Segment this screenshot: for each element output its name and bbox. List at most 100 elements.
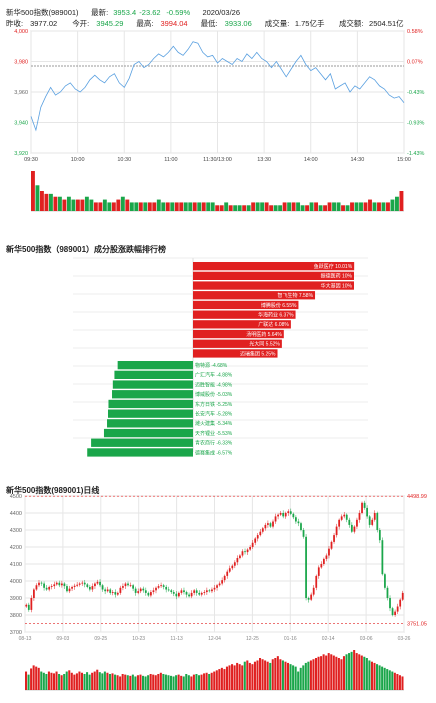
loser-label: 迈胜智能 -4.98%: [195, 381, 233, 388]
daily-volume-bar: [78, 671, 81, 690]
candle-body: [272, 521, 274, 527]
candle-body: [109, 589, 112, 593]
intraday-xtick: 14:00: [304, 157, 318, 163]
header-row-2: 昨收: 3977.02 今开: 3945.29 最高: 3994.04 最低: …: [6, 18, 404, 29]
low-value: 3933.06: [224, 19, 252, 28]
gainer-bar: [193, 329, 284, 339]
daily-volume-bar: [208, 674, 211, 690]
daily-volume-bar: [203, 673, 206, 690]
daily-volume-bar: [396, 674, 399, 690]
high-label: 最高:: [136, 19, 154, 28]
daily-volume-bar: [320, 656, 323, 690]
candle-body: [284, 513, 287, 517]
daily-volume-bar: [401, 676, 404, 690]
daily-ytick: 4100: [10, 562, 22, 568]
candle-body: [241, 551, 244, 556]
intraday-volume-bar: [31, 171, 35, 211]
intraday-volume-bar: [192, 202, 197, 211]
candle-body: [376, 513, 379, 530]
candle-body: [289, 511, 292, 514]
daily-xtick: 09-03: [57, 636, 70, 642]
candle-body: [277, 514, 279, 517]
daily-volume-bar: [386, 669, 389, 690]
daily-volume-bar: [225, 666, 228, 690]
daily-volume-bar: [253, 661, 256, 690]
daily-volume-bar: [30, 668, 33, 690]
candle-body: [200, 592, 203, 595]
intraday-volume-bar: [62, 199, 67, 211]
candle-body: [203, 592, 206, 593]
candle-body: [236, 558, 239, 563]
candle-body: [221, 580, 224, 584]
intraday-volume-bar: [156, 199, 161, 211]
candle-body: [91, 586, 94, 590]
intraday-volume-bar: [143, 202, 148, 211]
daily-volume-bar: [147, 675, 150, 690]
candle-body: [155, 587, 157, 591]
intraday-volume-bar: [228, 205, 233, 211]
intraday-volume-bar: [75, 199, 80, 211]
intraday-volume-bar: [71, 199, 76, 211]
daily-volume-bar: [63, 674, 66, 690]
daily-volume-bar: [238, 664, 241, 690]
daily-volume-bar: [27, 674, 30, 690]
daily-volume-bar: [93, 671, 96, 690]
candle-body: [391, 608, 394, 615]
intraday-volume-bar: [80, 199, 85, 211]
daily-volume-bar: [162, 674, 165, 690]
daily-volume-bar: [233, 665, 236, 690]
candle-body: [86, 584, 89, 587]
daily-low-label: 3751.05: [407, 621, 427, 627]
intraday-volume-bar: [39, 191, 44, 211]
intraday-volume-bar: [278, 205, 283, 211]
daily-volume-bar: [96, 669, 99, 690]
daily-volume-bar: [124, 674, 127, 690]
intraday-volume-bar: [269, 205, 274, 211]
candle-body: [218, 583, 221, 586]
intraday-volume-bar: [183, 202, 188, 211]
daily-volume-bar: [332, 655, 335, 690]
daily-ytick: 4400: [10, 511, 22, 517]
intraday-volume-bar: [161, 202, 166, 211]
candle-body: [325, 555, 328, 559]
daily-ytick: 3900: [10, 596, 22, 602]
daily-volume-bar: [266, 661, 269, 690]
daily-volume-bar: [353, 650, 356, 690]
intraday-volume-bar: [48, 193, 53, 211]
intraday-volume-bar: [120, 196, 125, 211]
candle-body: [302, 530, 305, 537]
intraday-volume-bar: [377, 202, 381, 211]
candle-body: [25, 604, 28, 607]
intraday-xtick: 11:30/13:00: [203, 157, 232, 163]
intraday-volume-bar: [359, 202, 363, 211]
daily-volume-bar: [131, 674, 134, 690]
daily-volume-bar: [243, 661, 246, 690]
loser-bar: [107, 419, 193, 428]
candle-body: [274, 516, 277, 522]
daily-volume-bar: [68, 670, 71, 690]
candle-body: [371, 519, 374, 525]
candle-body: [394, 611, 396, 615]
candle-body: [345, 514, 348, 520]
daily-volume-bar: [60, 675, 63, 690]
daily-volume-bar: [228, 665, 231, 690]
candle-body: [315, 575, 318, 588]
candle-body: [88, 586, 91, 590]
daily-volume-bar: [345, 654, 348, 690]
daily-volume-bar: [383, 667, 386, 690]
candle-body: [256, 535, 259, 539]
daily-volume-bar: [358, 654, 361, 690]
daily-volume-bar: [286, 662, 290, 690]
daily-volume-bar: [182, 676, 185, 690]
loser-label: 德赛集成 -6.57%: [195, 449, 233, 456]
candle-body: [205, 590, 208, 593]
intraday-volume-bar: [282, 202, 287, 211]
intraday-volume-bar: [197, 202, 202, 211]
intraday-volume-bar: [287, 202, 292, 211]
gainer-label: 鱼跃医疗 10.01%: [314, 263, 353, 270]
daily-volume-bar: [58, 674, 61, 690]
candle-body: [152, 590, 155, 593]
daily-volume-bar: [391, 671, 394, 690]
daily-volume-bar: [269, 662, 272, 690]
loser-bar: [112, 390, 193, 399]
